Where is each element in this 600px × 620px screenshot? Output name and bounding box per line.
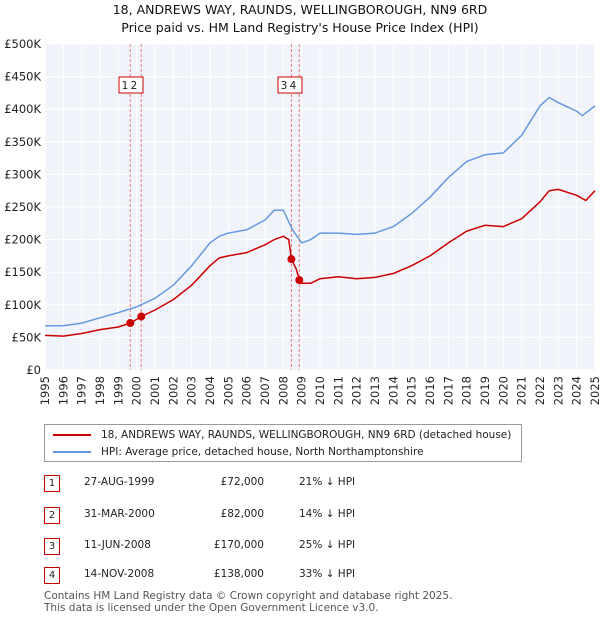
table-row: 2 31-MAR-2000 £82,000 14% ↓ HPI <box>44 507 464 525</box>
row-price: £82,000 <box>220 508 264 520</box>
x-tick-label: 1996 <box>56 376 70 405</box>
transaction-label: 1 <box>122 80 129 92</box>
x-tick-label: 2001 <box>148 376 162 405</box>
legend: 18, ANDREWS WAY, RAUNDS, WELLINGBOROUGH,… <box>44 424 522 462</box>
x-tick-label: 2021 <box>515 376 529 405</box>
x-tick-label: 2014 <box>386 376 400 405</box>
transaction-label-box <box>277 76 303 94</box>
transaction-point <box>126 319 135 328</box>
x-tick-label: 1999 <box>111 376 125 405</box>
y-tick-label: £100K <box>4 298 41 312</box>
row-date: 31-MAR-2000 <box>84 508 155 520</box>
y-tick-label: £400K <box>4 102 41 116</box>
x-tick-label: 2024 <box>570 376 584 405</box>
y-tick-label: £250K <box>4 200 41 214</box>
x-tick-label: 1998 <box>93 376 107 405</box>
row-date: 27-AUG-1999 <box>84 476 155 488</box>
y-tick-label: £450K <box>4 70 41 84</box>
x-tick-label: 2009 <box>295 376 309 405</box>
table-row: 4 14-NOV-2008 £138,000 33% ↓ HPI <box>44 567 464 585</box>
transaction-point <box>137 312 146 321</box>
x-tick-label: 2012 <box>350 376 364 405</box>
y-tick-label: £150K <box>4 265 41 279</box>
x-tick-label: 2022 <box>533 376 547 405</box>
legend-label-property: 18, ANDREWS WAY, RAUNDS, WELLINGBOROUGH,… <box>101 429 512 441</box>
x-tick-label: 2003 <box>185 376 199 405</box>
row-price: £170,000 <box>213 539 264 551</box>
x-tick-label: 2017 <box>441 376 455 405</box>
x-tick-label: 2019 <box>478 376 492 405</box>
row-hpi: 25% ↓ HPI <box>299 539 356 551</box>
x-tick-label: 2000 <box>130 376 144 405</box>
row-hpi: 14% ↓ HPI <box>299 508 356 520</box>
transaction-label: 2 <box>131 80 138 92</box>
x-tick-label: 2004 <box>203 376 217 405</box>
y-tick-label: £0 <box>26 363 41 377</box>
x-tick-label: 2020 <box>496 376 510 405</box>
x-tick-label: 2016 <box>423 376 437 405</box>
x-tick-label: 2023 <box>551 376 565 405</box>
chart-title: 18, ANDREWS WAY, RAUNDS, WELLINGBOROUGH,… <box>112 2 488 17</box>
transaction-point <box>295 276 304 285</box>
y-tick-label: £500K <box>4 37 41 51</box>
row-hpi: 33% ↓ HPI <box>299 568 356 580</box>
transaction-label-box <box>118 76 144 94</box>
row-price: £72,000 <box>220 476 264 488</box>
hpi-line <box>45 96 596 327</box>
y-tick-label: £50K <box>12 330 42 344</box>
row-badge: 4 <box>44 567 60 584</box>
table-row: 3 11-JUN-2008 £170,000 25% ↓ HPI <box>44 538 464 556</box>
x-tick-label: 2015 <box>405 376 419 405</box>
transaction-label: 4 <box>290 80 297 92</box>
row-price: £138,000 <box>213 568 264 580</box>
row-badge: 3 <box>44 538 60 555</box>
y-tick-label: £350K <box>4 135 41 149</box>
transaction-label: 3 <box>281 80 288 92</box>
x-tick-label: 2006 <box>240 376 254 405</box>
table-row: 1 27-AUG-1999 £72,000 21% ↓ HPI <box>44 475 464 493</box>
x-tick-label: 1995 <box>38 376 52 405</box>
row-hpi: 21% ↓ HPI <box>299 476 356 488</box>
legend-item-hpi: HPI: Average price, detached house, Nort… <box>45 444 424 460</box>
chart-subtitle: Price paid vs. HM Land Registry's House … <box>121 20 479 35</box>
x-tick-label: 2013 <box>368 376 382 405</box>
y-tick-label: £300K <box>4 167 41 181</box>
x-tick-label: 2007 <box>258 376 272 405</box>
x-tick-label: 2010 <box>313 376 327 405</box>
row-badge: 2 <box>44 507 60 524</box>
x-tick-label: 2018 <box>460 376 474 405</box>
y-tick-label: £200K <box>4 233 41 247</box>
row-date: 14-NOV-2008 <box>84 568 155 580</box>
x-tick-label: 2005 <box>221 376 235 405</box>
x-tick-label: 1997 <box>75 376 89 405</box>
row-badge: 1 <box>44 475 60 492</box>
x-tick-label: 2025 <box>588 376 600 405</box>
transaction-point <box>287 255 296 264</box>
legend-swatch-hpi <box>53 451 91 453</box>
x-tick-label: 2002 <box>166 376 180 405</box>
row-date: 11-JUN-2008 <box>84 539 151 551</box>
x-tick-label: 2011 <box>331 376 345 405</box>
legend-label-hpi: HPI: Average price, detached house, Nort… <box>101 446 424 458</box>
legend-item-property: 18, ANDREWS WAY, RAUNDS, WELLINGBOROUGH,… <box>45 427 511 443</box>
footer-copyright: Contains HM Land Registry data © Crown c… <box>44 590 453 602</box>
footer-licence: This data is licensed under the Open Gov… <box>44 602 379 614</box>
x-tick-label: 2008 <box>276 376 290 405</box>
legend-swatch-property <box>53 434 91 436</box>
